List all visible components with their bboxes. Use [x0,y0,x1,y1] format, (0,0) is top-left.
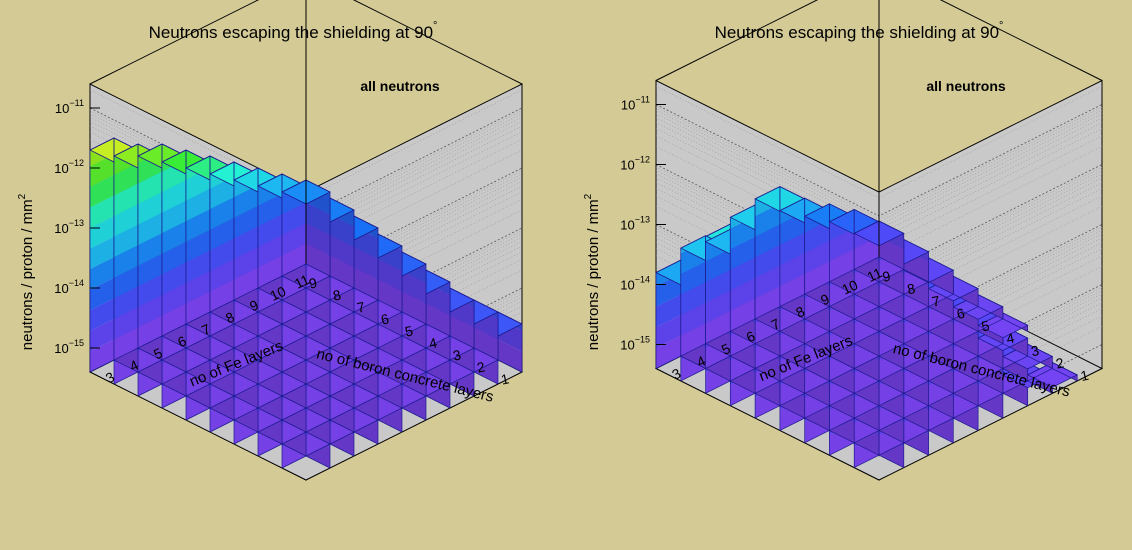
z-tick-label: 10−11 [621,95,650,113]
z-axis-title: neutrons / proton / mm2 [17,193,36,350]
lego-bar [754,186,806,320]
boron-tick-label: 8 [906,280,917,297]
grid-line [655,344,1103,457]
boron-tick-label: 9 [881,268,892,285]
grid-line-minor [89,233,523,343]
lego-bar [1026,361,1079,388]
z-tick-label: 10−11 [55,98,84,116]
boron-tick-label: 1 [1079,367,1090,384]
fe-tick-label: 10 [839,276,860,297]
boron-tick-label: 7 [355,298,366,315]
z-tick-label: 10−13 [54,218,84,236]
grid-line-minor [89,177,523,286]
grid-line-minor [89,113,523,223]
grid-line-minor [89,241,523,350]
grid-line-minor [89,139,523,248]
fe-tick-label: 11 [865,264,885,285]
grid-line-minor [89,110,523,219]
z-axis-title: neutrons / proton / mm2 [583,193,602,350]
fe-tick-label: 11 [292,271,312,292]
boron-tick-label: 5 [403,322,414,339]
lego-bars [655,186,1079,469]
boron-tick-label: 6 [955,305,966,322]
grid-line-minor [89,131,523,241]
grid-line-minor [89,149,523,259]
boron-tick-label: 2 [475,358,486,375]
chart-label: all neutrons [926,78,1006,94]
grid-line-minor [89,191,523,301]
grid-line-minor [89,125,523,235]
boron-tick-label: 9 [307,274,318,291]
z-axis: 10−15 10−14 10−13 10−12 10−11 [54,98,100,356]
z-tick-label: 10−15 [620,335,650,353]
grid-line-minor [89,173,523,283]
lego-bar [977,312,1029,339]
z-tick-label: 10−12 [54,158,84,176]
boron-tick-label: 4 [427,334,438,351]
boron-tick-label: 3 [451,346,462,363]
lego-bars [89,137,523,469]
grid-line-minor [89,230,523,339]
grid-line-minor [89,121,523,230]
grid-line-minor [89,181,523,290]
lego-bar [281,179,331,277]
fe-tick-label: 10 [267,283,288,304]
z-tick-label: 10−13 [620,215,650,233]
z-tick-label: 10−15 [54,338,84,356]
z-tick-label: 10−14 [54,278,84,296]
grid-line-minor [89,170,523,279]
boron-tick-label: 4 [1005,330,1016,347]
boron-tick-label: 5 [980,317,991,334]
boron-tick-label: 7 [930,292,941,309]
chart-title: Neutrons escaping the shielding at 90° [715,20,1004,42]
boron-tick-label: 3 [1030,342,1041,359]
boron-tick-label: 2 [1054,354,1065,371]
frame-top [89,0,523,85]
grid-line-minor [89,199,523,308]
boron-tick-label: 6 [379,310,390,327]
boron-tick-label: 1 [499,370,510,387]
grid-line-minor [89,185,523,295]
z-tick-label: 10−14 [620,275,650,293]
grid-line-minor [89,209,523,319]
grid-line-minor [89,117,523,226]
grid-line-minor [89,89,523,199]
grid-line-minor [89,237,523,346]
chart-title: Neutrons escaping the shielding at 90° [149,20,438,42]
z-tick-label: 10−12 [620,155,650,173]
boron-tick-label: 8 [331,286,342,303]
chart-label: all neutrons [360,78,440,94]
z-axis: 10−15 10−14 10−13 10−12 10−11 [620,95,666,353]
frame-top [655,0,1103,81]
